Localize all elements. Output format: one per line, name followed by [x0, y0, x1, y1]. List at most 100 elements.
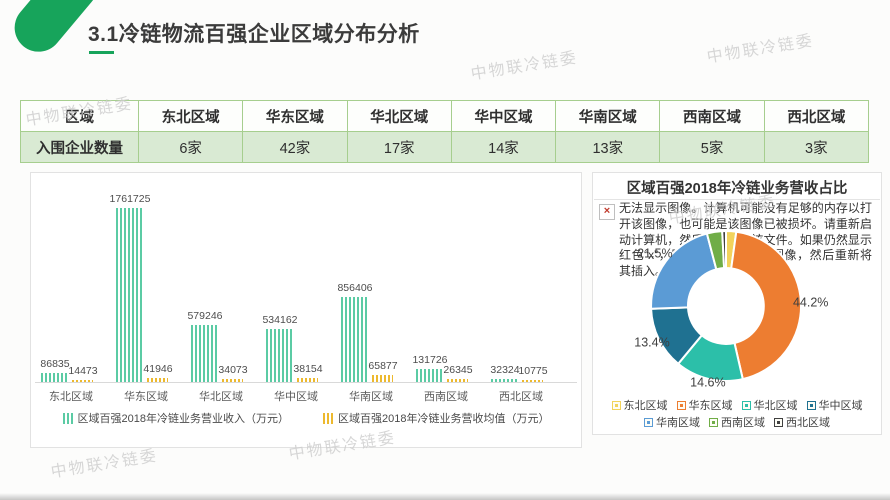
category-label: 华中区域 [274, 391, 318, 403]
bar [222, 378, 243, 382]
divider [594, 199, 880, 200]
bar [116, 208, 144, 382]
table-cell: 3家 [763, 131, 870, 163]
page-title: 3.1冷链物流百强企业区域分布分析 [88, 23, 420, 46]
bar-value-label: 10775 [518, 365, 548, 377]
bar [416, 368, 444, 382]
bar [447, 379, 468, 382]
table-row: 区域 东北区域 华东区域 华北区域 华中区域 华南区域 西南区域 西北区域 [20, 100, 870, 132]
striped-swatch-icon [62, 412, 74, 424]
table-cell: 华东区域 [242, 100, 348, 132]
watermark: 中物联冷链委 [469, 49, 580, 84]
table-cell: 西北区域 [763, 100, 870, 132]
bar-value-label: 1761725 [109, 193, 151, 205]
legend-label: 西北区域 [786, 417, 830, 429]
x-axis-baseline [35, 382, 577, 383]
legend-swatch-icon [774, 417, 783, 427]
table-cell: 华南区域 [555, 100, 661, 132]
table-row-header-cell: 区域 [20, 100, 139, 132]
legend-item: 西南区域 [709, 414, 765, 430]
dotted-swatch-icon [323, 412, 334, 424]
legend-label: 东北区域 [623, 400, 668, 412]
bar-value-label: 41946 [143, 362, 173, 375]
bar [522, 380, 543, 382]
bar [147, 377, 168, 382]
donut-slice [721, 229, 727, 270]
table-cell: 6家 [137, 131, 244, 163]
title-underline [89, 51, 114, 54]
bar-value-label: 38154 [293, 363, 323, 376]
pie-percent-label: 44.2% [793, 295, 828, 309]
bar-value-label: 86835 [40, 358, 70, 371]
page-bottom-shadow [0, 493, 890, 500]
legend-swatch-dot [777, 420, 780, 424]
legend-item: 区域百强2018年冷链业务营业收入（万元） [62, 410, 289, 426]
legend-item: 华北区域 [741, 397, 798, 413]
pie-percent-label: 13.4% [634, 336, 669, 350]
legend-swatch-icon [644, 417, 653, 427]
legend-swatch-icon [611, 400, 621, 410]
bar-value-label: 26345 [443, 364, 473, 377]
donut-chart: 44.2% 14.6% 13.4% 21.5% [634, 229, 828, 390]
bar [297, 378, 318, 382]
legend-swatch-dot [614, 403, 618, 407]
table-cell: 华中区域 [450, 100, 557, 132]
legend-label: 区域百强2018年冷链业务营收均值（万元） [338, 413, 550, 425]
bar [41, 373, 69, 382]
legend-swatch-dot [647, 420, 650, 424]
legend-item: 西北区域 [774, 414, 830, 430]
bar-value-label: 65877 [368, 360, 398, 373]
legend-item: 华东区域 [676, 397, 733, 413]
table-row: 入围企业数量 6家 42家 17家 14家 13家 5家 3家 [20, 131, 870, 163]
bar [491, 378, 519, 382]
table-cell: 17家 [346, 131, 452, 163]
legend-swatch-icon [709, 417, 718, 427]
pie-percent-label: 21.5% [637, 246, 672, 260]
region-table: 区域 东北区域 华东区域 华北区域 华中区域 华南区域 西南区域 西北区域 入围企业数量 6家 42… [20, 100, 870, 163]
legend-swatch-dot [744, 403, 748, 407]
donut-slice [730, 230, 803, 381]
bar-value-label: 534162 [262, 314, 298, 327]
legend-swatch-icon [806, 400, 816, 410]
bar [266, 329, 294, 382]
category-label: 华北区域 [199, 391, 243, 403]
bar-value-label: 579246 [187, 309, 223, 322]
table-cell: 42家 [242, 131, 348, 163]
bar-value-label: 32324 [490, 363, 520, 376]
bar-value-label: 131726 [412, 353, 448, 366]
bar-value-label: 34073 [218, 363, 248, 376]
legend-label: 华北区域 [753, 400, 798, 412]
legend-label: 华南区域 [656, 417, 700, 429]
legend-item: 东北区域 [611, 397, 668, 413]
bar [191, 324, 219, 382]
legend-swatch-dot [712, 420, 715, 424]
legend-swatch-icon [741, 400, 751, 410]
table-cell: 5家 [659, 131, 765, 163]
pie-chart-title: 区域百强2018年冷链业务营收占比 [626, 181, 848, 197]
bar-chart-panel: 86835 14473 东北区域 1761725 41946 华东区域 579246 3407… [30, 172, 582, 448]
pie-percent-label: 14.6% [690, 376, 725, 390]
category-label: 华南区域 [349, 391, 393, 403]
bar-value-label: 856406 [337, 282, 373, 295]
table-cell: 14家 [450, 131, 557, 163]
bar [372, 375, 393, 382]
category-label: 东北区域 [49, 391, 93, 403]
category-label: 西南区域 [424, 391, 468, 403]
pie-legend-row: 东北区域 华东区域 华北区域 华中区域 [593, 397, 881, 413]
bar-chart-legend: 区域百强2018年冷链业务营业收入（万元） 区域百强2018年冷链业务营收均值（… [31, 410, 581, 426]
table-cell: 西南区域 [659, 100, 765, 132]
legend-swatch-icon [676, 400, 686, 410]
category-label: 华东区域 [124, 391, 168, 403]
table-cell: 13家 [555, 131, 661, 163]
pie-chart-panel: 区域百强2018年冷链业务营收占比 × 无法显示图像。计算机可能没有足够的内存以… [592, 172, 882, 435]
legend-swatch-dot [809, 403, 813, 407]
legend-item: 华南区域 [644, 414, 700, 430]
donut-slice [650, 232, 718, 310]
broken-image-icon: × [599, 204, 615, 220]
pie-legend-row: 华南区域 西南区域 西北区域 [593, 414, 881, 430]
legend-swatch-dot [679, 403, 683, 407]
bar-value-label: 14473 [68, 365, 98, 377]
legend-label: 华中区域 [818, 400, 863, 412]
legend-item: 区域百强2018年冷链业务营收均值（万元） [323, 410, 549, 426]
legend-label: 西南区域 [721, 417, 765, 429]
